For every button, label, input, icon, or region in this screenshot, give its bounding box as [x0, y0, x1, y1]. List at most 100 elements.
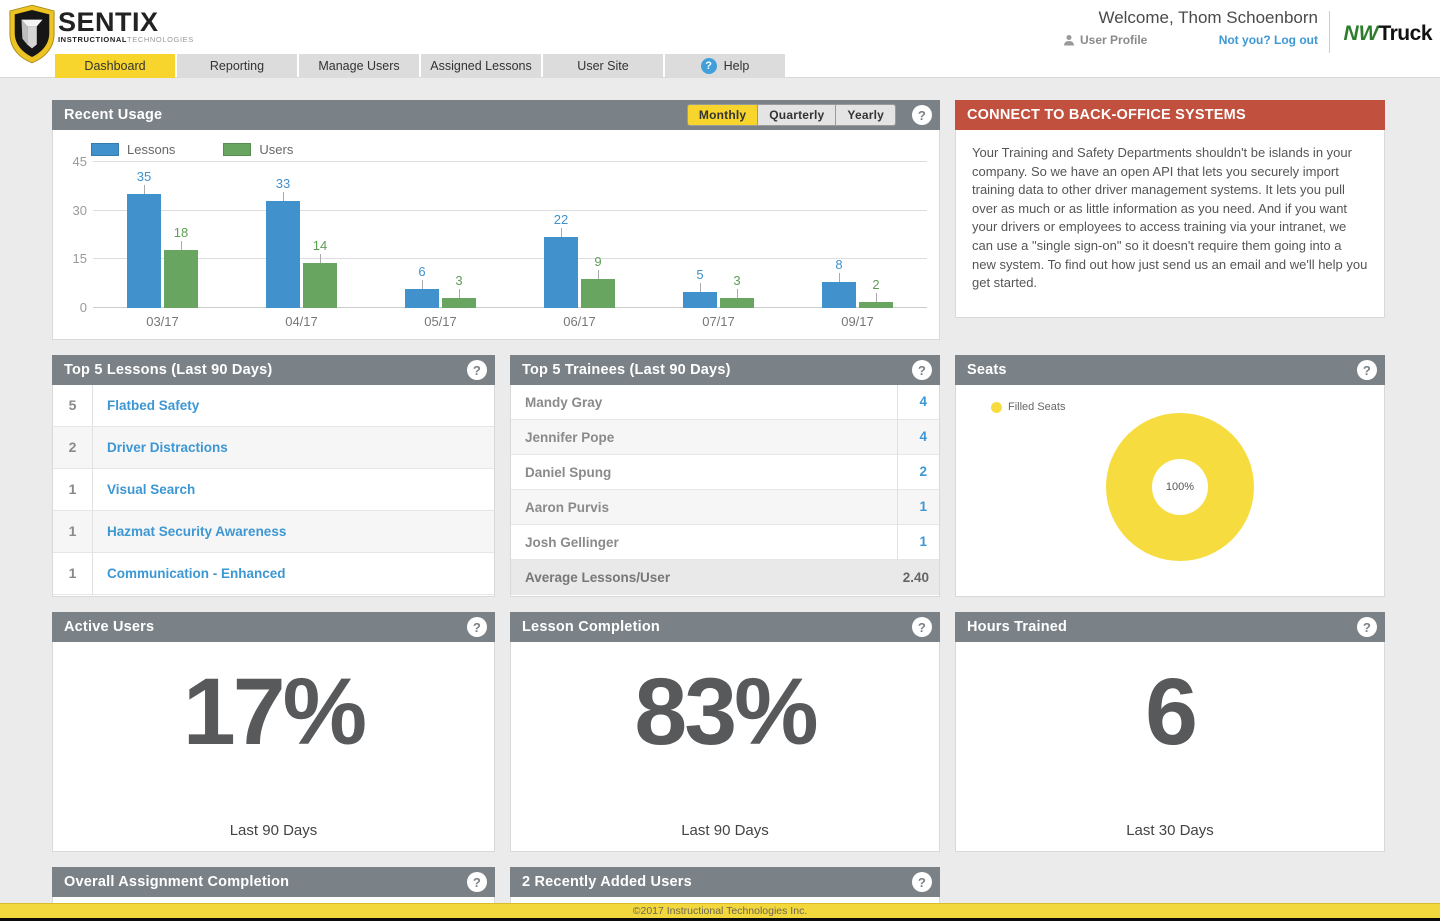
- tab-manage-users[interactable]: Manage Users: [299, 54, 419, 78]
- seats-donut-chart: 100%: [1106, 413, 1254, 561]
- y-axis-label: 15: [72, 251, 87, 267]
- user-profile-link[interactable]: User Profile: [1063, 33, 1147, 47]
- seats-header: Seats ?: [955, 355, 1385, 385]
- panel-recent-usage: Recent Usage Monthly Quarterly Yearly ? Le…: [52, 100, 940, 340]
- panel-connect-back-office: CONNECT TO BACK-OFFICE SYSTEMS Your Trai…: [955, 100, 1385, 318]
- trainee-count-link[interactable]: 2: [897, 455, 939, 489]
- brand-sub2: TECHNOLOGIES: [127, 35, 194, 44]
- lesson-name-link[interactable]: Hazmat Security Awareness: [107, 524, 287, 539]
- lesson-name-link[interactable]: Visual Search: [107, 482, 196, 497]
- chart-bar-users-04-17: [303, 262, 337, 308]
- tab-help[interactable]: ? Help: [665, 54, 785, 78]
- filled-seats-swatch: [991, 401, 1002, 413]
- top-trainees-title: Top 5 Trainees (Last 90 Days): [522, 362, 731, 378]
- seats-donut-center: 100%: [1152, 459, 1208, 515]
- tab-user-site[interactable]: User Site: [543, 54, 663, 78]
- lesson-name-link[interactable]: Driver Distractions: [107, 440, 228, 455]
- filled-seats-label: Filled Seats: [1008, 401, 1066, 413]
- bar-label-tick: [181, 240, 182, 250]
- help-icon[interactable]: ?: [912, 617, 932, 637]
- top-lessons-header: Top 5 Lessons (Last 90 Days) ?: [52, 355, 495, 385]
- recent-usage-body: Lessons Users 0 15 30 45 03/17 35 18 04/17 33 14 05…: [52, 130, 940, 340]
- help-icon[interactable]: ?: [467, 872, 487, 892]
- tab-label: Reporting: [209, 59, 265, 73]
- chart-bar-users-07-17: [720, 298, 754, 308]
- recently-added-title: 2 Recently Added Users: [522, 874, 692, 890]
- trainee-count-link[interactable]: 4: [897, 385, 939, 419]
- chart-bar-lessons-09-17: [822, 282, 856, 308]
- lesson-row: 1 Hazmat Security Awareness: [53, 511, 494, 553]
- trainee-count-link[interactable]: 1: [897, 525, 939, 559]
- trainee-count-link[interactable]: 1: [897, 490, 939, 524]
- bar-label-tick: [283, 191, 284, 201]
- bar-value-label: 3: [733, 273, 741, 289]
- nav-tabbar: Dashboard Reporting Manage Users Assigned L…: [55, 54, 785, 78]
- tab-assigned-lessons[interactable]: Assigned Lessons: [421, 54, 541, 78]
- lesson-name-link[interactable]: Flatbed Safety: [107, 398, 200, 413]
- connect-body: Your Training and Safety Departments sho…: [955, 130, 1385, 318]
- bar-label-tick: [320, 253, 321, 263]
- top-trainees-list: Mandy Gray 4 Jennifer Pope 4 Daniel Spung 2 Aa…: [510, 385, 940, 597]
- help-icon[interactable]: ?: [912, 105, 932, 125]
- bar-label-tick: [144, 185, 145, 195]
- trainee-name: Aaron Purvis: [525, 499, 610, 515]
- brand-text: SENTIX INSTRUCTIONALTECHNOLOGIES: [58, 9, 194, 45]
- bar-label-tick: [839, 273, 840, 283]
- help-icon[interactable]: ?: [467, 360, 487, 380]
- client-logo-truck: Truck: [1378, 22, 1432, 45]
- tab-reporting[interactable]: Reporting: [177, 54, 297, 78]
- chart-plot-area: 0 15 30 45 03/17 35 18 04/17 33 14 05/17 6 3 06/17 22 9…: [73, 154, 927, 329]
- help-icon[interactable]: ?: [912, 360, 932, 380]
- help-icon[interactable]: ?: [1357, 617, 1377, 637]
- period-button-group: Monthly Quarterly Yearly: [686, 104, 896, 126]
- legend-swatch: [91, 143, 119, 156]
- panel-hours-trained: Hours Trained ? 6 Last 30 Days: [955, 612, 1385, 852]
- y-axis-label: 0: [79, 300, 87, 315]
- recently-added-header: 2 Recently Added Users ?: [510, 867, 940, 897]
- trainee-count-link[interactable]: 4: [897, 420, 939, 454]
- chart-bar-lessons-04-17: [266, 200, 300, 308]
- chart-bar-lessons-07-17: [683, 291, 717, 308]
- recent-usage-title: Recent Usage: [64, 107, 163, 123]
- active-users-caption: Last 90 Days: [229, 822, 318, 839]
- bar-value-label: 18: [173, 224, 189, 240]
- lesson-name-link[interactable]: Communication - Enhanced: [107, 566, 286, 581]
- logout-link[interactable]: Not you? Log out: [1218, 33, 1318, 47]
- bar-value-label: 9: [594, 253, 602, 269]
- bar-value-label: 14: [312, 237, 328, 253]
- help-icon[interactable]: ?: [1357, 360, 1377, 380]
- panel-lesson-completion: Lesson Completion ? 83% Last 90 Days: [510, 612, 940, 852]
- connect-header: CONNECT TO BACK-OFFICE SYSTEMS: [955, 100, 1385, 130]
- client-logo: NWTruck: [1343, 22, 1432, 46]
- trainee-row: Mandy Gray 4: [511, 385, 939, 420]
- trainees-average-row: Average Lessons/User 2.40: [511, 560, 939, 595]
- tab-dashboard[interactable]: Dashboard: [55, 54, 175, 78]
- chart-bar-users-05-17: [442, 298, 476, 308]
- period-button-quarterly[interactable]: Quarterly: [757, 104, 837, 126]
- x-axis-label: 09/17: [841, 314, 874, 329]
- recent-usage-header: Recent Usage Monthly Quarterly Yearly ?: [52, 100, 940, 130]
- gridline: [93, 161, 927, 162]
- bar-value-label: 5: [696, 266, 704, 282]
- chart-bar-users-09-17: [859, 301, 893, 308]
- period-button-monthly[interactable]: Monthly: [686, 104, 759, 126]
- hours-trained-caption: Last 30 Days: [1126, 822, 1214, 839]
- lesson-count: 2: [53, 427, 93, 468]
- lesson-completion-caption: Last 90 Days: [681, 822, 769, 839]
- chart-legend: Lessons Users: [91, 142, 341, 157]
- active-users-header: Active Users ?: [52, 612, 495, 642]
- help-icon[interactable]: ?: [467, 617, 487, 637]
- active-users-body: 17% Last 90 Days: [52, 642, 495, 852]
- lesson-count: 1: [53, 553, 93, 594]
- trainee-name: Daniel Spung: [525, 464, 612, 480]
- help-icon[interactable]: ?: [912, 872, 932, 892]
- bar-label-tick: [737, 289, 738, 299]
- header-divider: [1329, 11, 1330, 53]
- panel-seats: Seats ? Filled Seats 100%: [955, 355, 1385, 597]
- period-button-yearly[interactable]: Yearly: [835, 104, 896, 126]
- gridline: [93, 209, 927, 211]
- bar-label-tick: [422, 279, 423, 289]
- chart-bar-lessons-05-17: [405, 288, 439, 308]
- footer-copyright-bar: ©2017 Instructional Technologies Inc.: [0, 903, 1440, 918]
- x-axis-label: 04/17: [285, 314, 318, 329]
